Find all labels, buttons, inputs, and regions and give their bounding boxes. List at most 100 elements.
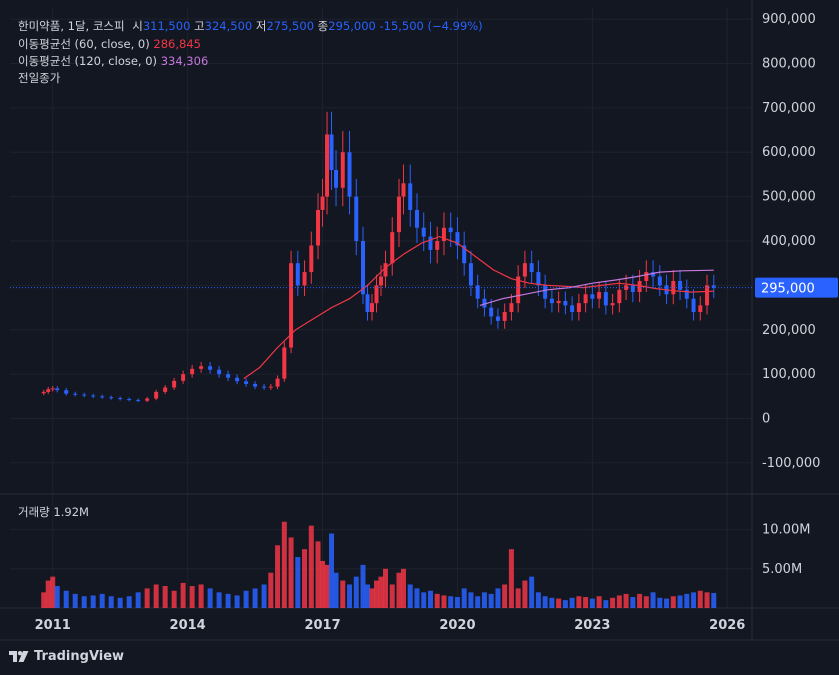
tradingview-brand[interactable]: TradingView: [9, 649, 124, 664]
time-tick-label: 2020: [439, 618, 475, 633]
volume-bar: [324, 564, 330, 608]
volume-bar: [407, 584, 413, 608]
candle-body: [181, 374, 186, 381]
volume-bar: [711, 592, 717, 608]
candle-body: [543, 285, 548, 299]
volume-bar: [369, 588, 375, 608]
legend-ma120-row[interactable]: 이동평균선 (120, close, 0) 334,306: [18, 53, 208, 69]
price-tick-label: 100,000: [762, 367, 816, 382]
volume-bar: [189, 586, 195, 608]
legend-high-label: 고: [194, 19, 205, 33]
candle-body: [529, 263, 534, 273]
volume-axis[interactable]: 10.00M 5.00M: [762, 523, 810, 577]
volume-bar: [704, 592, 710, 608]
candle-body: [583, 294, 588, 304]
volume-bar: [275, 545, 281, 608]
legend-low-label: 저: [255, 19, 267, 33]
legend-prev-close-row[interactable]: 전일종가: [18, 70, 60, 86]
candle-body: [624, 285, 629, 290]
candle-body: [651, 272, 656, 277]
volume-bar: [562, 600, 568, 608]
candle-body: [127, 399, 132, 401]
legend-close-label: 종: [317, 19, 329, 33]
volume-legend[interactable]: 거래량 1.92M: [18, 504, 89, 520]
candle-body: [522, 263, 527, 277]
price-tick-label: 600,000: [762, 145, 816, 160]
volume-bar: [340, 580, 346, 608]
candle-body: [563, 300, 568, 306]
legend-ma120-label: 이동평균선 (120, close, 0): [18, 54, 158, 68]
candle-body: [455, 232, 460, 246]
candle-body: [244, 381, 249, 384]
candle-body: [302, 272, 307, 286]
candle-body: [684, 289, 689, 299]
volume-bar: [670, 596, 676, 608]
volume-bar: [448, 596, 454, 608]
volume-bar: [320, 560, 326, 608]
candle-body: [705, 285, 710, 306]
candle-body: [610, 303, 615, 306]
candle-body: [482, 298, 487, 308]
candle-body: [556, 300, 561, 304]
volume-bar: [468, 592, 474, 608]
candle-body: [340, 152, 345, 188]
legend-symbol: 한미약품, 1달, 코스피: [18, 19, 125, 33]
volume-bar: [72, 593, 78, 608]
volume-bar: [382, 568, 388, 608]
volume-bar: [198, 584, 204, 608]
candle-body: [597, 292, 602, 299]
volume-bar: [302, 549, 308, 608]
volume-bar: [295, 557, 301, 608]
candle-body: [435, 241, 440, 250]
candle-body: [396, 196, 401, 233]
legend-open-label: 시: [132, 19, 143, 33]
legend-low-value: 275,500: [266, 19, 315, 33]
candle-body: [644, 272, 649, 281]
candle-body: [136, 399, 141, 401]
candle-body: [145, 398, 150, 401]
volume-bar: [144, 588, 150, 608]
tradingview-brand-name: TradingView: [34, 649, 125, 664]
candle-body: [190, 368, 195, 375]
legend-close-value: 295,000: [328, 19, 376, 33]
volume-bar: [495, 588, 501, 608]
volume-bar: [400, 568, 406, 608]
candle-body: [576, 303, 581, 313]
volume-bar: [41, 592, 47, 608]
ma120-line: [479, 269, 714, 306]
candle-body: [475, 285, 480, 299]
candle-body: [163, 387, 168, 392]
volume-bar: [529, 576, 535, 608]
volume-bar: [225, 593, 231, 608]
candle-body: [55, 388, 60, 391]
volume-bar: [515, 588, 521, 608]
candle-body: [282, 347, 287, 379]
volume-bar: [502, 584, 508, 608]
volume-bar: [353, 576, 359, 608]
volume-bar: [135, 592, 141, 608]
volume-bar: [637, 593, 643, 608]
legend-ma60-row[interactable]: 이동평균선 (60, close, 0) 286,845: [18, 36, 201, 52]
volume-bar: [347, 584, 353, 608]
volume-bar: [99, 593, 105, 608]
candle-body: [637, 280, 642, 293]
time-axis[interactable]: 2011 2014 2017 2020 2023 2026: [35, 618, 746, 633]
volume-bar: [603, 600, 609, 608]
volume-bar: [81, 596, 87, 608]
volume-tick-label: 5.00M: [762, 562, 802, 577]
candle-body: [441, 227, 446, 242]
volume-bar: [589, 598, 595, 608]
candle-body: [154, 391, 159, 399]
legend-ohlc-row[interactable]: 한미약품, 1달, 코스피 시311,500 고324,500 저275,500…: [18, 18, 483, 34]
candle-body: [421, 227, 426, 237]
volume-bar: [427, 590, 433, 608]
price-tick-label: 700,000: [762, 101, 816, 116]
price-tick-label: 400,000: [762, 234, 816, 249]
volume-bar: [643, 596, 649, 608]
legend-ma60-label: 이동평균선 (60, close, 0): [18, 37, 150, 51]
volume-bar: [414, 588, 420, 608]
volume-bar: [108, 596, 114, 608]
candle-body: [64, 390, 69, 394]
candle-body: [428, 236, 433, 250]
